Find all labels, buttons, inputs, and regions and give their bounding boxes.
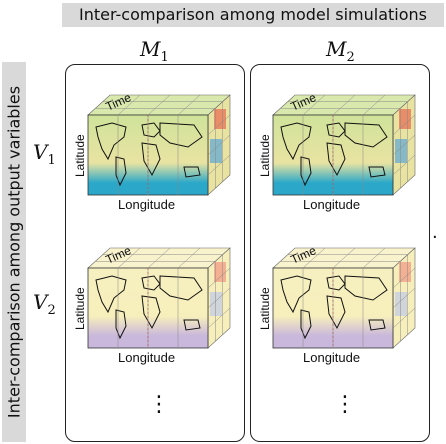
continent-outline xyxy=(344,275,388,301)
continent-outline xyxy=(183,166,201,178)
cube-gridline xyxy=(392,134,416,156)
continuation-dots-m2: ⋮ xyxy=(334,392,356,417)
cube-gridline xyxy=(362,247,386,269)
continent-outline xyxy=(300,156,312,187)
cube-gridline xyxy=(207,134,231,156)
cube-gridline xyxy=(147,247,171,269)
cool-anomaly-patch xyxy=(395,292,407,316)
continent-outline xyxy=(280,122,312,161)
continent-outline xyxy=(183,319,201,331)
model-label-m2: M2 xyxy=(326,37,355,65)
continent-outline xyxy=(159,122,203,148)
continent-outline xyxy=(326,142,346,177)
continuation-dots-m1: ⋮ xyxy=(148,392,170,417)
cube-gridline xyxy=(302,94,326,116)
variable-comparison-banner: Inter-comparison among output variables xyxy=(2,62,26,442)
cube-gridline xyxy=(392,267,416,289)
cube-gridline xyxy=(392,287,416,309)
continent-outline xyxy=(115,309,127,340)
continent-outline xyxy=(326,295,346,330)
latitude-axis-label: Latitude xyxy=(258,287,272,330)
cube-gridline xyxy=(207,154,231,176)
cube-gridline xyxy=(332,94,356,116)
cube-gridline xyxy=(117,94,141,116)
longitude-axis-label: Longitude xyxy=(118,197,175,212)
cube-gridline xyxy=(302,247,326,269)
latitude-axis-label: Latitude xyxy=(258,134,272,177)
longitude-axis-label: Longitude xyxy=(303,197,360,212)
cool-anomaly-patch xyxy=(210,292,222,316)
continent-outline xyxy=(280,275,312,314)
cube-gridline xyxy=(147,94,171,116)
latitude-axis-label: Latitude xyxy=(73,287,87,330)
cube-gridline xyxy=(362,94,386,116)
variable-label-v2: V2 xyxy=(33,290,56,318)
cool-anomaly-patch xyxy=(395,139,407,163)
cool-anomaly-patch xyxy=(210,139,222,163)
cube-gridline xyxy=(332,247,356,269)
continent-outline xyxy=(141,295,161,330)
trailing-period: . xyxy=(432,222,438,243)
warm-anomaly-patch xyxy=(399,262,411,282)
continent-outline xyxy=(141,122,161,138)
cube-gridline xyxy=(207,114,231,136)
cube-gridline xyxy=(392,114,416,136)
warm-anomaly-patch xyxy=(214,262,226,282)
variable-label-v1: V1 xyxy=(33,140,56,168)
cube-gridline xyxy=(177,94,201,116)
warm-anomaly-patch xyxy=(399,109,411,129)
cube-gridline xyxy=(117,247,141,269)
cube-gridline xyxy=(177,247,201,269)
continent-outline xyxy=(159,275,203,301)
cube-gridline xyxy=(207,287,231,309)
continent-outline xyxy=(115,156,127,187)
continent-outline xyxy=(326,275,346,291)
continent-outline xyxy=(141,142,161,177)
longitude-axis-label: Longitude xyxy=(118,350,175,365)
continent-outline xyxy=(141,275,161,291)
continent-outline xyxy=(95,122,127,161)
continent-outline xyxy=(368,166,386,178)
continent-outline xyxy=(368,319,386,331)
cube-gridline xyxy=(392,307,416,329)
cube-gridline xyxy=(392,154,416,176)
warm-anomaly-patch xyxy=(214,109,226,129)
continent-outline xyxy=(326,122,346,138)
continent-outline xyxy=(344,122,388,148)
cube-gridline xyxy=(207,267,231,289)
latitude-axis-label: Latitude xyxy=(73,134,87,177)
model-label-m1: M1 xyxy=(140,37,169,65)
continent-outline xyxy=(300,309,312,340)
model-comparison-banner: Inter-comparison among model simulations xyxy=(62,3,444,27)
longitude-axis-label: Longitude xyxy=(303,350,360,365)
continent-outline xyxy=(95,275,127,314)
cube-gridline xyxy=(207,307,231,329)
